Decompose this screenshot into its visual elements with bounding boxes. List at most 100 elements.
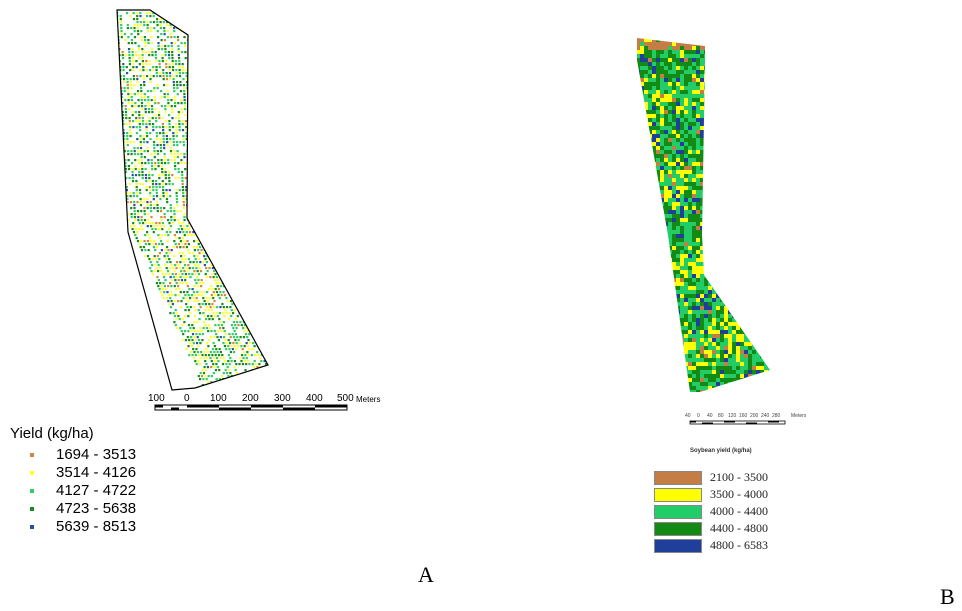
yield-point [210,285,213,288]
yield-point [165,231,168,234]
yield-cell [660,122,664,126]
yield-point [165,138,169,141]
yield-cell [644,42,648,46]
yield-cell [660,318,664,322]
yield-cell [752,38,756,42]
yield-cell [664,222,668,226]
yield-point [197,42,200,45]
yield-cell [680,302,684,306]
yield-point [245,387,249,390]
yield-point [192,18,195,21]
yield-point [129,129,132,132]
yield-point [141,48,144,51]
yield-cell [728,286,732,290]
yield-point [150,165,154,168]
yield-point [139,204,143,207]
yield-cell [728,138,732,142]
yield-cell [756,138,760,142]
yield-point [205,15,208,18]
yield-point [221,183,224,186]
yield-point [243,360,246,363]
yield-cell [656,90,660,94]
yield-cell [637,174,640,178]
yield-cell [652,306,656,310]
yield-point [136,81,139,84]
yield-point [139,144,143,147]
yield-cell [712,326,716,330]
yield-cell [752,74,756,78]
yield-point [250,294,253,297]
yield-cell [736,290,740,294]
yield-cell [752,206,756,210]
yield-cell [637,306,640,310]
yield-cell [640,218,644,222]
yield-point [138,174,141,177]
yield-point [169,225,172,228]
yield-cell [648,102,652,106]
yield-cell [644,182,648,186]
yield-point [242,336,245,339]
yield-cell [748,330,752,334]
yield-cell [676,210,680,214]
yield-point [202,87,205,90]
yield-point [232,321,235,324]
yield-point [186,276,189,279]
yield-point [212,372,215,375]
yield-point [248,312,251,315]
yield-cell [680,222,684,226]
yield-point [128,120,131,123]
yield-point [212,147,215,150]
yield-cell [637,238,640,242]
yield-cell [744,306,748,310]
yield-cell [748,198,752,202]
yield-cell [684,114,688,118]
yield-cell [752,174,756,178]
yield-point [221,192,224,195]
yield-cell [720,178,724,182]
yield-point [170,219,173,222]
yield-point [188,354,191,357]
yield-point [132,66,135,69]
yield-cell [696,310,700,314]
yield-point [205,201,208,204]
yield-cell [676,166,680,170]
yield-point [130,93,133,96]
yield-cell [712,106,716,110]
yield-point [154,102,157,105]
yield-point [187,174,190,177]
yield-point [239,381,243,384]
yield-cell [732,66,736,70]
yield-cell [672,58,676,62]
yield-cell [676,154,680,158]
yield-point [131,174,134,177]
yield-cell [637,94,640,98]
yield-cell [704,66,708,70]
yield-cell [744,302,748,306]
yield-cell [720,38,724,42]
yield-cell [732,118,736,122]
yield-point [219,327,222,330]
yield-cell [672,306,676,310]
yield-point [209,225,212,228]
yield-point [165,126,168,129]
yield-point [211,273,214,276]
yield-point [151,54,154,57]
yield-point [217,177,220,180]
yield-cell [652,238,656,242]
yield-point [176,153,179,156]
yield-cell [696,118,700,122]
yield-point [175,69,178,72]
yield-point [196,225,199,228]
yield-cell [704,122,708,126]
yield-point [137,33,140,36]
yield-point [222,204,225,207]
yield-cell [664,230,668,234]
yield-cell [748,202,752,206]
yield-cell [764,290,768,294]
yield-point [183,270,186,273]
yield-point [223,330,226,333]
yield-point [180,255,183,258]
yield-point [137,105,140,108]
yield-cell [656,42,660,46]
yield-point [152,231,155,234]
